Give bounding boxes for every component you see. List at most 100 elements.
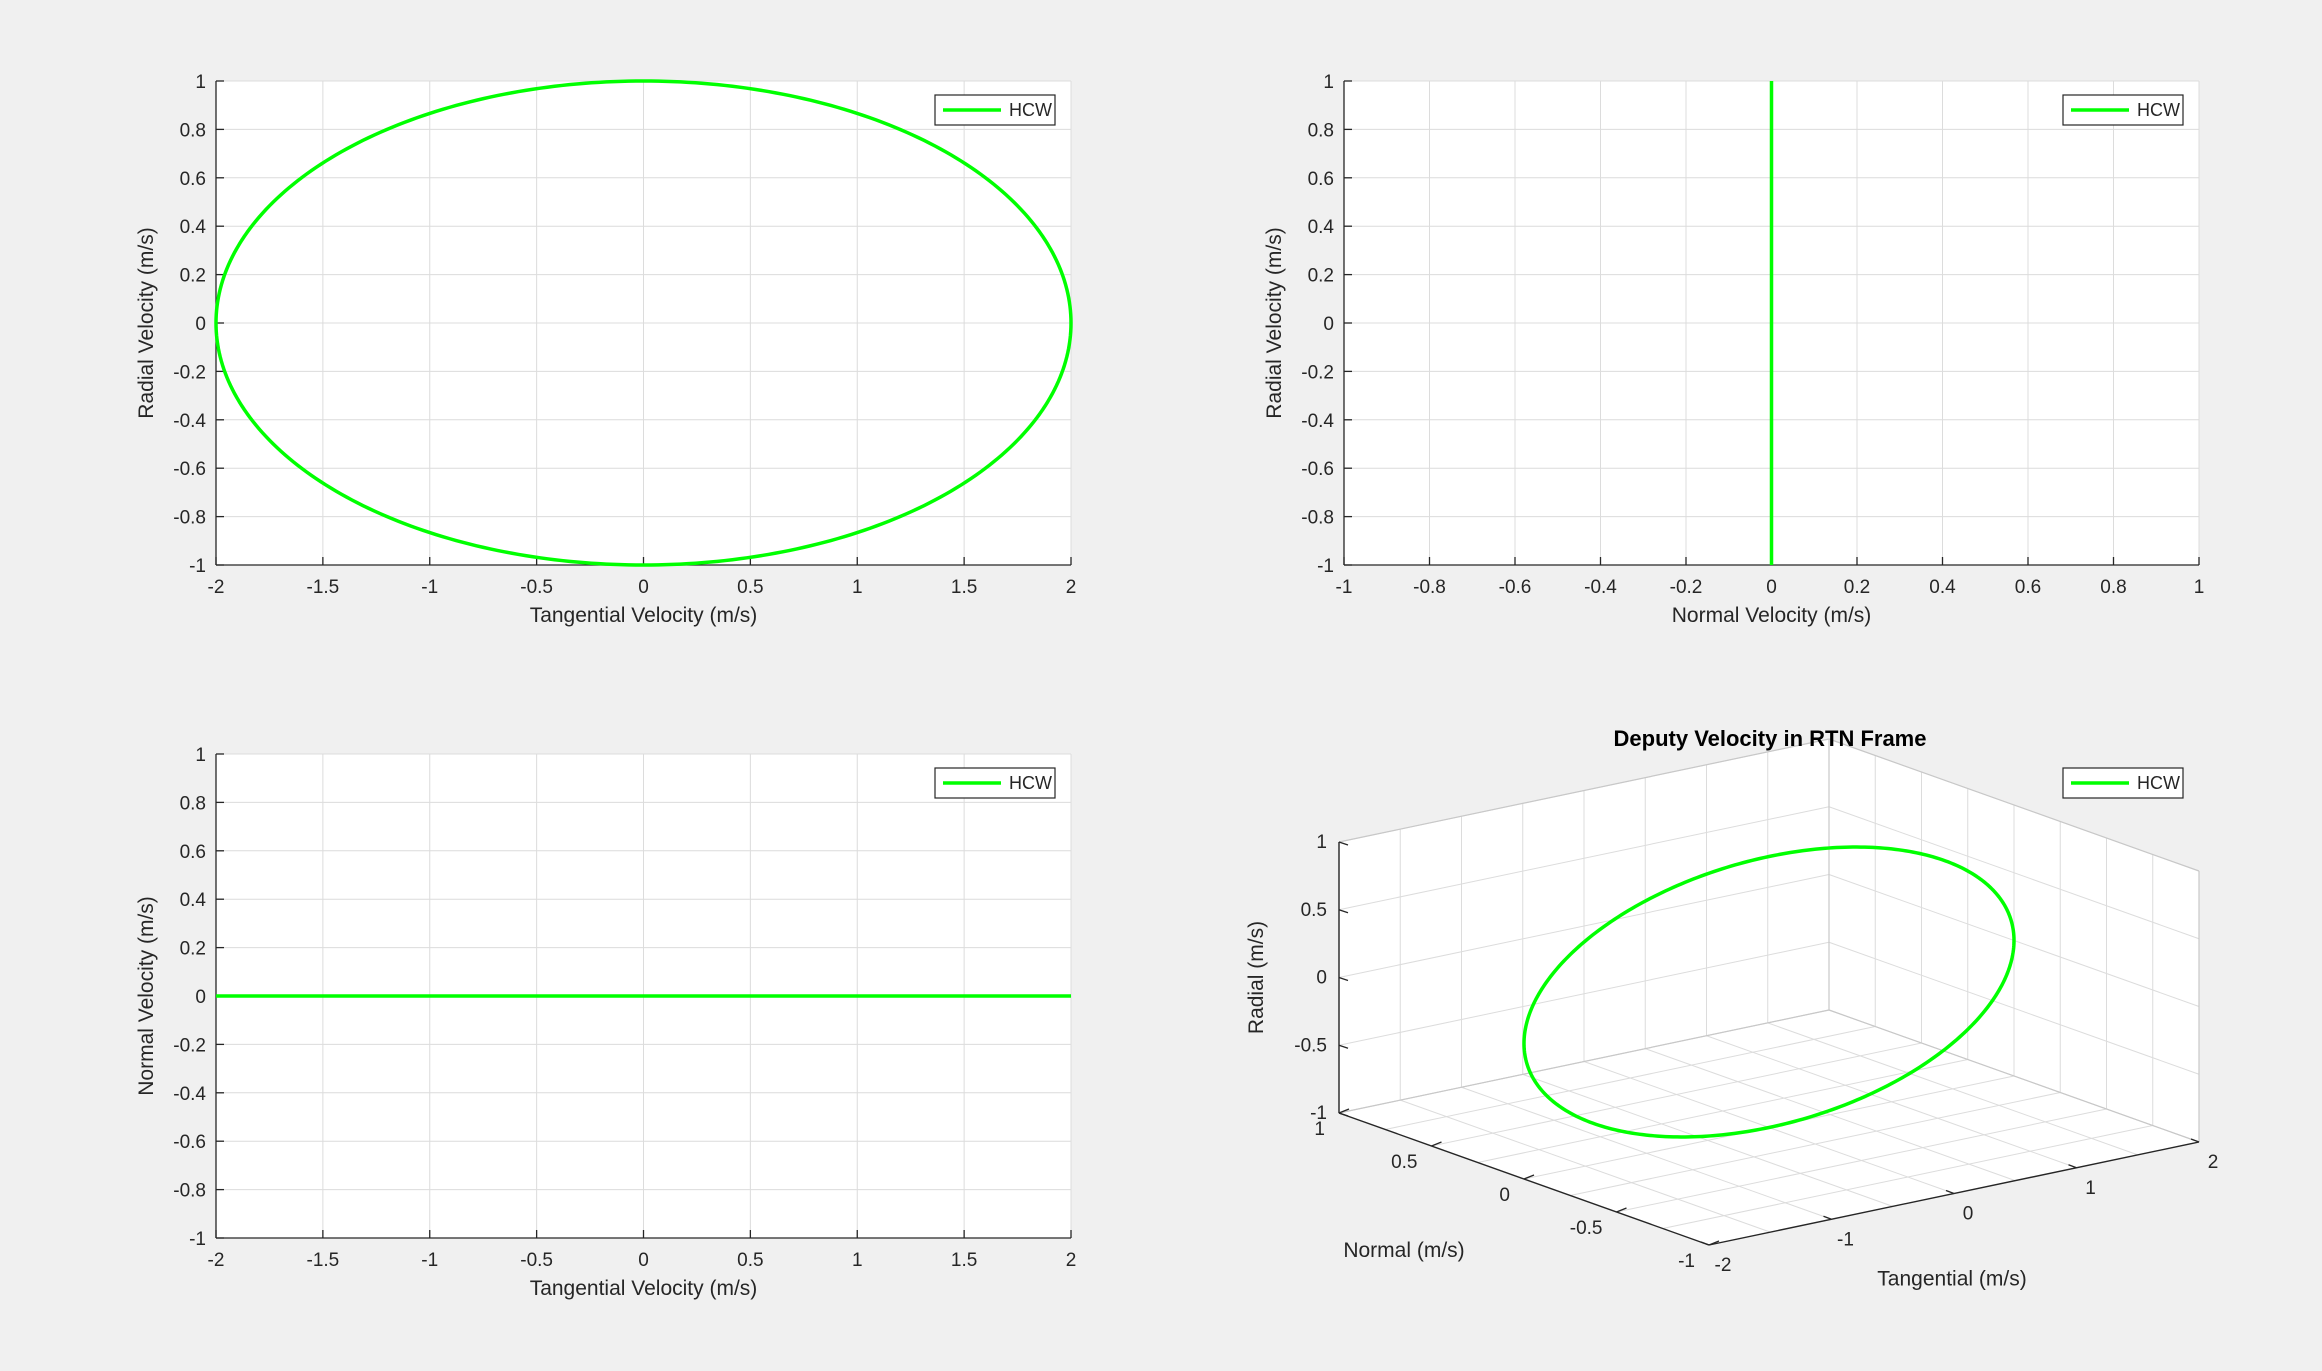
plot-radial-vs-normal[interactable]: -1 -0.8 -0.6 -0.4 -0.2 0 0.2 0.4 0.6 0.8 1 -1 -0.8 -0… [1263,72,2204,627]
legend-label: HCW [1009,773,1052,793]
x-tick-mark [1700,1241,1710,1246]
z-tick-label: 0.5 [1301,900,1327,921]
x-axis-title: Tangential Velocity (m/s) [530,1277,758,1300]
y-tick-label: 0.6 [180,842,206,863]
x-tick-label: -2 [208,1250,225,1271]
y-tick-label: 0 [195,987,206,1008]
y-tick-label: 0.6 [180,169,206,190]
x-tick-mark [2068,1164,2077,1169]
y-tick-label: -1 [189,556,206,577]
y-tick-label: -0.8 [173,508,206,529]
x-tick-label: 1 [2085,1178,2096,1199]
z-tick-label: -0.5 [1294,1035,1327,1056]
z-tick-mark [1338,1044,1349,1049]
x-tick-label: 0.2 [1844,577,1870,598]
x-tick-label: 1.5 [951,577,977,598]
x-tick-mark [2190,1138,2200,1143]
x-tick-label: 0 [638,1250,649,1271]
y-tick-label: -0.2 [173,362,206,383]
y-tick-label: -0.6 [1301,459,1334,480]
y-tick-mark [1523,1174,1535,1180]
grid-line-wall-r [1338,806,1830,911]
y-tick-label: -0.8 [1301,508,1334,529]
x-tick-label: 0.4 [1929,577,1956,598]
y-tick-label: 0.2 [1308,266,1334,287]
y-tick-label: 0.6 [1308,169,1334,190]
y-tick-label: 1 [195,745,206,766]
z-tick-mark [1338,909,1349,914]
y-tick-label: 0.8 [180,793,206,814]
y-tick-mark [1338,1108,1350,1114]
plot-radial-vs-tangential[interactable]: -2 -1.5 -1 -0.5 0 0.5 1 1.5 2 -1 -0.8 -0.6 -0.4 -0.2 0… [135,72,1076,627]
y-tick-label: 0.4 [1308,217,1335,238]
x-tick-label: 0 [1963,1204,1974,1225]
z-tick-label: 1 [1316,832,1327,853]
x-tick-label: 1 [2194,577,2205,598]
x-tick-label: -0.8 [1413,577,1446,598]
x-axis-title: Tangential Velocity (m/s) [530,604,758,627]
x-tick-label: 0.5 [737,577,763,598]
x-tick-label: -1 [421,1250,438,1271]
y-tick-label: -0.4 [1301,411,1334,432]
box-edge [1338,1009,1830,1114]
y-tick-mark [1708,1240,1720,1246]
grid-line-floor-n [1477,1059,1968,1163]
x-tick-label: -1.5 [307,577,340,598]
grid-line-floor-n [1431,1042,1922,1147]
x-tick-mark [1823,1215,1832,1220]
x-tick-label: -0.4 [1584,577,1617,598]
y-tick-label: -1 [1317,556,1334,577]
plot-normal-vs-tangential[interactable]: -2 -1.5 -1 -0.5 0 0.5 1 1.5 2 -1 -0.8 -0.6 -0.4 -0.2 0… [135,745,1076,1300]
y-axis-title: Radial Velocity (m/s) [1263,227,1286,418]
z-tick-label: 0 [1316,968,1327,989]
series-line-hcw [214,79,1073,567]
y-tick-label: -1 [189,1229,206,1250]
x-tick-label: 1 [852,577,863,598]
y-tick-label: 1 [1323,72,1334,93]
grid-line-side-r [1828,941,2200,1075]
y-tick-label: 0.2 [180,266,206,287]
legend-label: HCW [1009,100,1052,120]
x-tick-label: -2 [208,577,225,598]
y-tick-label: 0.8 [180,120,206,141]
y-tick-label: -0.6 [173,1132,206,1153]
grid-line-floor-n [1616,1108,2107,1213]
x-tick-label: -0.5 [520,1250,553,1271]
y-tick-label: -0.2 [1301,362,1334,383]
y-tick-label: 1 [195,72,206,93]
x-tick-label: -0.5 [520,577,553,598]
legend-label: HCW [2137,773,2180,793]
x-tick-label: 1.5 [951,1250,977,1271]
grid-line-floor-n [1662,1125,2153,1229]
y-tick-label: 0.2 [180,939,206,960]
x-axis-title: Tangential (m/s) [1877,1268,2026,1291]
x-tick-label: 2 [1066,577,1077,598]
x-tick-label: -1 [421,577,438,598]
grid-line-wall-r [1338,941,1830,1046]
series-line-hcw [1522,845,2016,1139]
z-axis-title: Radial (m/s) [1245,921,1268,1034]
legend: HCW [2062,767,2184,799]
y-tick-label: 0 [1499,1185,1510,1206]
y-tick-label: -0.8 [173,1181,206,1202]
z-tick-mark [1338,841,1349,846]
y-tick-label: -0.4 [173,1084,206,1105]
z-tick-label: -1 [1310,1103,1327,1124]
y-axis-title: Normal Velocity (m/s) [135,896,158,1096]
x-tick-label: -1 [1336,577,1353,598]
grid-line-side-r [1828,806,2200,940]
x-tick-label: 0 [638,577,649,598]
z-tick-mark [1338,976,1349,982]
grid-line-floor-n [1385,1026,1876,1130]
x-tick-mark [1945,1189,1955,1195]
legend: HCW [934,94,1056,126]
y-tick-label: 1 [1314,1119,1325,1140]
chart-title: Deputy Velocity in RTN Frame [1614,726,1927,751]
y-tick-label: 0 [1323,314,1334,335]
y-tick-label: 0.8 [1308,120,1334,141]
x-tick-label: 2 [2208,1152,2219,1173]
x-tick-label: -1.5 [307,1250,340,1271]
legend: HCW [2062,94,2184,126]
x-axis-title: Normal Velocity (m/s) [1672,604,1872,627]
